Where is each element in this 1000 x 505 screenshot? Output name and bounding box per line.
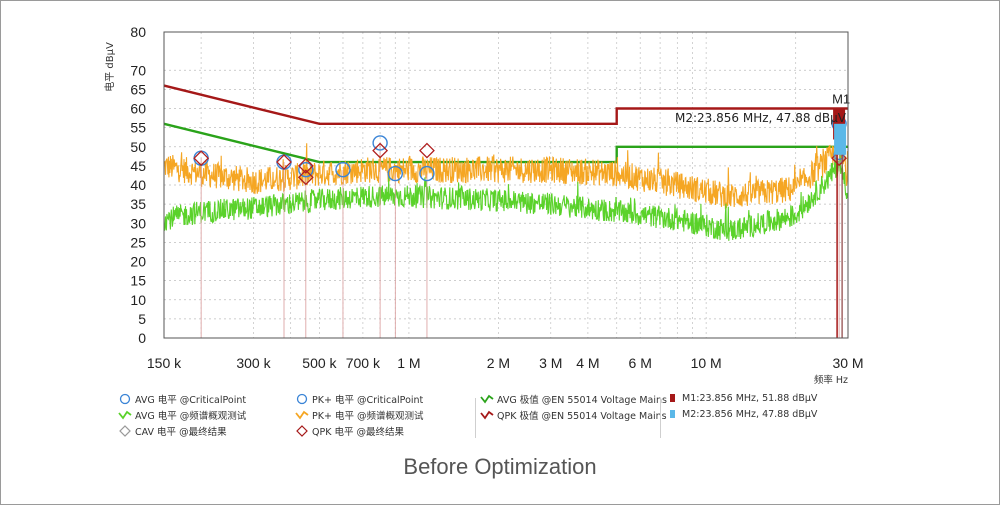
series-pk-spectrum <box>163 139 849 209</box>
legend-symbol-icon <box>295 393 309 405</box>
legend-item-m2: M2:23.856 MHz, 47.88 dBµV <box>665 408 817 420</box>
y-tick-label: 40 <box>130 177 146 193</box>
y-tick-label: 0 <box>138 330 146 346</box>
spectrum-traces <box>163 139 849 241</box>
series-avg-spectrum <box>163 150 849 241</box>
legend-symbol-icon <box>665 392 679 404</box>
axes: 0 5 10 15 20 25 30 35 40 45 50 55 60 65 70 80 150 k 300 k… <box>130 24 863 371</box>
y-tick-label: 60 <box>130 101 146 117</box>
pk-critical-point <box>298 161 314 178</box>
legend-label: CAV 电平 @最终结果 <box>135 427 227 438</box>
x-tick-label: 1 M <box>397 355 420 371</box>
legend-item-avg-critical: AVG 电平 @CriticalPoint <box>118 392 246 406</box>
pk-critical-point <box>387 165 404 182</box>
legend-label: AVG 电平 @频谱概观测试 <box>135 411 247 422</box>
y-tick-label: 30 <box>130 215 146 231</box>
x-tick-label: 700 k <box>346 355 381 371</box>
legend-item-avg-limit: AVG 极值 @EN 55014 Voltage Mains <box>480 392 667 406</box>
legend-item-m1: M1:23.856 MHz, 51.88 dBµV <box>665 392 817 404</box>
plot-border <box>163 31 849 339</box>
x-tick-label: 4 M <box>576 355 599 371</box>
x-axis-label: 频率 Hz <box>814 374 848 386</box>
marker-m2-annotation: M2:23.856 MHz, 47.88 dBµV <box>675 111 847 125</box>
legend-label: M1:23.856 MHz, 51.88 dBµV <box>682 392 818 404</box>
x-tick-label: 3 M <box>539 355 562 371</box>
y-tick-label: 55 <box>130 120 146 136</box>
legend-label: QPK 电平 @最终结果 <box>312 427 404 438</box>
emi-chart: M1 M2:23.856 MHz, 47.88 dBµV 0 5 10 15 20 25 30… <box>103 24 864 386</box>
legend-symbol-icon <box>118 409 132 421</box>
x-tick-label: 300 k <box>236 355 271 371</box>
pk-critical-point <box>372 135 388 151</box>
x-tick-label: 10 M <box>691 355 722 371</box>
y-tick-label: 45 <box>130 158 146 174</box>
qpk-final-point <box>297 169 314 186</box>
pk-critical-point <box>419 165 435 182</box>
x-tick-label: 500 k <box>302 355 337 371</box>
qpk-final-point <box>297 157 314 174</box>
legend-symbol-icon <box>118 393 132 405</box>
x-tick-label: 6 M <box>629 355 652 371</box>
legend-separator <box>475 398 476 438</box>
y-tick-label: 15 <box>130 273 146 289</box>
y-axis-label: 电平 dBµV <box>103 42 116 92</box>
y-tick-label: 25 <box>130 234 146 250</box>
legend-label: PK+ 电平 @CriticalPoint <box>312 395 424 406</box>
legend-item-qpk-final: QPK 电平 @最终结果 <box>295 424 404 438</box>
legend-label: M2:23.856 MHz, 47.88 dBµV <box>682 408 818 420</box>
avg-limit-line <box>163 122 848 164</box>
legend-separator <box>660 398 661 438</box>
qpk-limit-line <box>163 84 848 126</box>
legend-symbol-icon <box>480 409 494 421</box>
legend-item-pk-spectrum: PK+ 电平 @频谱概观测试 <box>295 408 423 422</box>
legend-item-cav-final: CAV 电平 @最终结果 <box>118 424 227 438</box>
legend-symbol-icon <box>665 408 679 420</box>
qpk-final-point <box>372 142 389 159</box>
legend-label: QPK 极值 @EN 55014 Voltage Mains <box>497 411 667 422</box>
m2-block <box>834 123 847 155</box>
limit-lines <box>163 84 848 164</box>
legend: AVG 电平 @CriticalPoint AVG 电平 @频谱概观测试 CAV 电… <box>0 392 1000 448</box>
x-tick-label: 2 M <box>487 355 510 371</box>
y-tick-label: 50 <box>130 139 146 155</box>
legend-label: PK+ 电平 @频谱概观测试 <box>312 411 424 422</box>
legend-label: AVG 电平 @CriticalPoint <box>135 395 247 406</box>
y-tick-label: 65 <box>130 81 146 97</box>
qpk-final-point <box>193 150 210 167</box>
legend-item-pk-critical: PK+ 电平 @CriticalPoint <box>295 392 423 406</box>
y-tick-label: 5 <box>138 311 146 327</box>
legend-symbol-icon <box>295 425 309 437</box>
y-tick-label: 20 <box>130 254 146 270</box>
x-tick-label: 30 M <box>832 355 863 371</box>
y-tick-label: 35 <box>130 196 146 212</box>
qpk-final-point <box>419 142 435 159</box>
qpk-final-point <box>276 154 292 170</box>
chart-caption: Before Optimization <box>403 454 597 479</box>
x-tick-label: 150 k <box>147 355 182 371</box>
legend-label: AVG 极值 @EN 55014 Voltage Mains <box>497 395 667 406</box>
legend-item-qpk-limit: QPK 极值 @EN 55014 Voltage Mains <box>480 408 667 422</box>
y-tick-label: 10 <box>130 292 146 308</box>
legend-symbol-icon <box>118 425 132 437</box>
legend-symbol-icon <box>295 409 309 421</box>
marker-m1-label: M1 <box>832 92 850 107</box>
y-tick-label: 80 <box>130 24 146 40</box>
legend-symbol-icon <box>480 393 494 405</box>
y-tick-label: 70 <box>130 62 146 78</box>
pk-critical-point <box>335 161 351 178</box>
markers: M1 M2:23.856 MHz, 47.88 dBµV <box>193 92 850 338</box>
legend-item-avg-spectrum: AVG 电平 @频谱概观测试 <box>118 408 246 422</box>
